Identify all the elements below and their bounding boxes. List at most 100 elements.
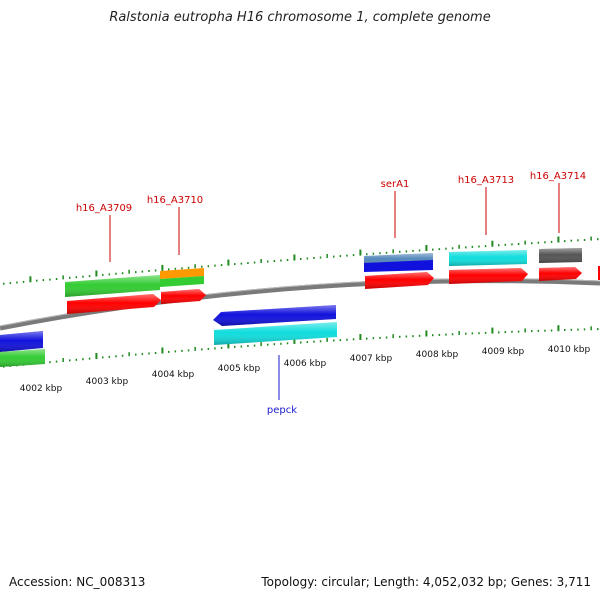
strand-tick bbox=[550, 240, 553, 243]
strand-tick bbox=[504, 243, 507, 246]
strand-tick bbox=[49, 278, 51, 281]
strand-tick bbox=[557, 325, 560, 332]
strand-tick bbox=[280, 342, 282, 345]
strand-tick bbox=[544, 241, 546, 244]
strand-tick bbox=[524, 240, 526, 245]
strand-tick bbox=[306, 257, 309, 260]
gene-label-pepck[interactable]: pepck bbox=[267, 405, 297, 416]
strand-tick bbox=[253, 261, 256, 264]
strand-tick bbox=[564, 329, 566, 331]
reverse-gene-track bbox=[0, 305, 337, 367]
strand-tick bbox=[366, 253, 368, 256]
strand-tick bbox=[484, 245, 487, 248]
strand-tick bbox=[385, 251, 388, 254]
kbp-tick-label: 4005 kbp bbox=[218, 364, 261, 374]
strand-tick bbox=[102, 273, 104, 276]
strand-tick bbox=[405, 335, 408, 338]
strand-tick bbox=[273, 343, 276, 346]
strand-tick bbox=[214, 347, 216, 350]
strand-tick bbox=[465, 332, 467, 335]
strand-tick bbox=[220, 346, 223, 349]
strand-tick bbox=[465, 246, 467, 249]
gene-label-h16-a3714[interactable]: h16_A3714 bbox=[530, 171, 586, 182]
gene-bar-green-small[interactable] bbox=[160, 276, 204, 287]
kbp-tick-label: 4004 kbp bbox=[152, 370, 195, 380]
forward-strand-ticks bbox=[3, 236, 599, 285]
strand-tick bbox=[352, 254, 355, 257]
strand-tick bbox=[121, 272, 124, 275]
strand-tick bbox=[300, 258, 302, 260]
kbp-tick-label: 4007 kbp bbox=[350, 354, 393, 364]
gene-label-sera1[interactable]: serA1 bbox=[381, 179, 410, 190]
strand-tick bbox=[234, 345, 236, 348]
strand-tick bbox=[16, 281, 18, 284]
strand-tick bbox=[3, 282, 5, 285]
strand-tick bbox=[141, 270, 144, 273]
strand-tick bbox=[207, 265, 210, 268]
strand-tick bbox=[240, 345, 243, 348]
strand-tick bbox=[339, 339, 342, 342]
kbp-tick-label: 4010 kbp bbox=[548, 345, 591, 355]
strand-tick bbox=[181, 349, 183, 352]
strand-tick bbox=[253, 344, 256, 347]
strand-tick bbox=[286, 342, 289, 345]
strand-tick bbox=[359, 249, 362, 256]
strand-tick bbox=[306, 341, 309, 344]
strand-tick bbox=[75, 358, 78, 361]
gene-label-h16-a3713[interactable]: h16_A3713 bbox=[458, 175, 514, 186]
strand-tick bbox=[590, 236, 592, 241]
strand-tick bbox=[187, 349, 190, 352]
strand-tick bbox=[55, 360, 58, 363]
strand-tick bbox=[491, 240, 494, 247]
strand-tick bbox=[412, 335, 414, 338]
strand-tick bbox=[570, 239, 573, 242]
strand-tick bbox=[577, 328, 579, 331]
strand-tick bbox=[168, 350, 170, 353]
strand-tick bbox=[517, 243, 520, 245]
strand-tick bbox=[392, 249, 394, 254]
strand-tick bbox=[135, 353, 137, 356]
strand-tick bbox=[115, 355, 117, 358]
strand-tick bbox=[471, 332, 474, 335]
strand-tick bbox=[161, 264, 164, 271]
strand-tick bbox=[511, 243, 513, 246]
strand-tick bbox=[214, 264, 216, 267]
strand-tick bbox=[62, 275, 64, 280]
strand-tick bbox=[570, 328, 573, 331]
strand-tick bbox=[438, 333, 441, 336]
strand-tick bbox=[55, 278, 58, 280]
strand-tick bbox=[412, 249, 414, 252]
strand-tick bbox=[372, 252, 375, 255]
strand-tick bbox=[471, 245, 474, 248]
strand-tick bbox=[478, 245, 480, 248]
strand-tick bbox=[115, 272, 117, 275]
strand-tick bbox=[69, 359, 71, 362]
strand-tick bbox=[75, 276, 78, 279]
strand-tick bbox=[220, 264, 223, 267]
strand-tick bbox=[445, 333, 447, 336]
strand-tick bbox=[418, 334, 421, 337]
gene-label-h16-a3710[interactable]: h16_A3710 bbox=[147, 195, 203, 206]
strand-tick bbox=[234, 263, 236, 266]
strand-tick bbox=[201, 265, 203, 268]
strand-tick bbox=[333, 255, 335, 258]
strand-tick bbox=[22, 280, 25, 283]
strand-tick bbox=[49, 361, 51, 364]
strand-tick bbox=[36, 279, 38, 282]
strand-tick bbox=[240, 262, 243, 265]
strand-tick bbox=[148, 270, 150, 272]
strand-tick bbox=[69, 276, 71, 279]
strand-tick bbox=[247, 345, 249, 347]
strand-tick bbox=[280, 259, 282, 262]
strand-tick bbox=[491, 327, 494, 334]
strand-tick bbox=[194, 264, 196, 269]
gene-bar-orange[interactable] bbox=[160, 268, 204, 279]
strand-tick bbox=[531, 330, 533, 333]
gene-label-h16-a3709[interactable]: h16_A3709 bbox=[76, 203, 132, 214]
strand-tick bbox=[346, 254, 348, 257]
gene-bar-blue[interactable] bbox=[364, 260, 433, 272]
strand-tick bbox=[148, 352, 150, 355]
strand-tick bbox=[359, 334, 362, 340]
strand-tick bbox=[405, 250, 408, 253]
forward-gene-track bbox=[65, 248, 582, 297]
